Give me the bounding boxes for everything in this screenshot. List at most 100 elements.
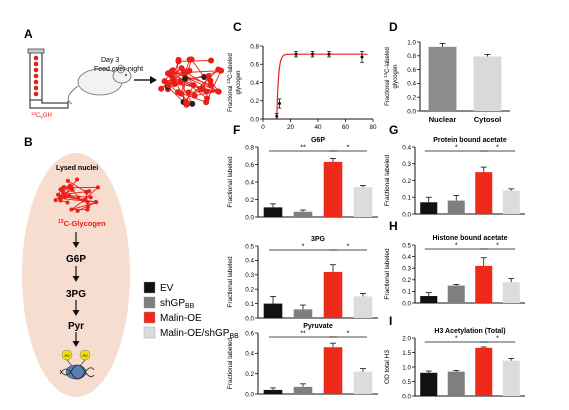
y-tick-label: 0.5 — [402, 242, 411, 249]
y-tick-label: 0.8 — [250, 43, 259, 50]
step-pyr: Pyr — [68, 321, 84, 332]
legend-swatch — [143, 296, 156, 309]
data-point — [327, 52, 331, 56]
panel-a: A 13C6GH Day 3 Feed over-night — [24, 27, 225, 120]
bar — [420, 296, 438, 303]
glycogen-unit — [208, 57, 215, 64]
glycogen-unit — [204, 95, 211, 102]
glycogen-branch — [171, 70, 219, 92]
significance-label: * — [455, 243, 458, 250]
x-category-label: Nuclear — [429, 115, 457, 124]
tube-label: 13C6GH — [31, 111, 52, 120]
significance-label: * — [496, 145, 499, 152]
svg-text:Ac: Ac — [82, 353, 88, 358]
y-axis-label: Fractional 13C-labeled — [226, 53, 234, 112]
glycogen-branch — [183, 69, 219, 103]
glycogen-unit — [203, 88, 210, 95]
data-point — [311, 52, 314, 56]
glycogen-label: 13C-Glycogen — [58, 219, 106, 228]
glycogen-unit — [65, 200, 70, 205]
y-tick-label: 0.0 — [245, 391, 254, 398]
bar — [353, 296, 373, 318]
bar — [263, 303, 283, 318]
y-tick-label: 0.8 — [245, 144, 254, 151]
glycogen-unit — [75, 208, 80, 213]
panel-b-letter: B — [24, 135, 33, 149]
y-tick-label: 0.1 — [402, 195, 411, 202]
glycogen-branch — [171, 70, 208, 99]
legend-swatch — [143, 326, 156, 339]
y-axis-label: Fractional labeled — [227, 156, 234, 208]
panel-a-day: Day 3 — [101, 57, 119, 64]
panel-f-letter: F — [233, 123, 240, 137]
glycogen-unit — [95, 185, 100, 190]
chart-title: 3PG — [311, 236, 326, 243]
y-tick-label: 0.2 — [245, 371, 254, 378]
data-point — [294, 52, 298, 56]
acetyl-group-icon: Ac Ac — [61, 349, 91, 367]
bar — [293, 309, 313, 318]
significance-label: * — [347, 331, 350, 338]
glycogen-unit — [177, 90, 184, 97]
y-tick-label: 0.4 — [402, 254, 411, 261]
bar — [323, 271, 343, 318]
y-tick-label: 0.1 — [245, 301, 254, 308]
y-tick-label: 0.6 — [407, 67, 416, 74]
chart-3pg: 0.0 0.1 0.2 0.3 0.4 0.5 Fractional labeled 3PG *… — [227, 236, 378, 322]
glycogen-unit — [189, 100, 196, 107]
y-tick-label: 1.0 — [407, 39, 416, 46]
y-axis-label: Fractional labeled — [227, 337, 234, 389]
bar — [502, 282, 520, 303]
x-tick-label: 60 — [342, 124, 350, 131]
glycogen-unit — [191, 92, 198, 99]
glycogen-unit — [182, 75, 189, 82]
glycogen-unit — [207, 77, 214, 84]
glycogen-unit — [61, 185, 66, 190]
y-tick-label: 0.0 — [402, 393, 411, 400]
y-tick-label: 0.4 — [245, 351, 254, 358]
bar — [502, 190, 520, 214]
x-tick-label: 40 — [314, 124, 322, 131]
glycogen-unit — [88, 195, 93, 200]
chart-c-glycogen-time: 0.0 0.2 0.4 0.6 0.8 Fractional 13C-labeledgly… — [226, 43, 377, 131]
bar — [293, 211, 313, 217]
y-tick-label: 0.8 — [407, 53, 416, 60]
glycogen-unit — [87, 189, 92, 194]
glycogen-unit — [161, 78, 168, 85]
y-axis-label: Fractional labeled — [384, 248, 391, 300]
bar — [353, 371, 373, 394]
nuclei-header: Lysed nuclei — [56, 165, 98, 172]
chart-title: H3 Acetylation (Total) — [434, 328, 505, 335]
chart-title: Protein bound acetate — [433, 137, 507, 144]
y-tick-label: 0.4 — [407, 81, 416, 88]
mouse-icon — [67, 64, 132, 105]
significance-label: ** — [300, 331, 306, 338]
svg-text:Ac: Ac — [64, 353, 70, 358]
glycogen-unit — [56, 192, 61, 197]
legend-label: shGPBB — [160, 298, 195, 310]
significance-label: ** — [300, 145, 306, 152]
glycogen-unit — [197, 86, 204, 93]
y-tick-label: 0.4 — [245, 258, 254, 265]
bar — [428, 46, 457, 111]
panel-h-letter: H — [389, 219, 398, 233]
glycogen-unit — [58, 195, 63, 200]
glycogen-unit — [165, 82, 172, 89]
glycogen-unit — [186, 56, 193, 63]
glycogen-unit — [65, 178, 70, 183]
x-category-label: Cytosol — [474, 115, 502, 124]
panel-d-letter: D — [389, 20, 398, 34]
y-axis-label: Fractional 13C-labeled — [383, 47, 391, 106]
y-tick-label: 0.0 — [250, 116, 259, 123]
glycogen-unit — [84, 189, 89, 194]
bar — [475, 172, 493, 214]
significance-label: * — [347, 145, 350, 152]
y-tick-label: 0.2 — [402, 277, 411, 284]
glycogen-unit — [177, 79, 184, 86]
legend-label: Malin-OE/shGPBB — [160, 328, 239, 340]
bar — [475, 347, 493, 396]
glycogen-unit — [168, 72, 175, 79]
glycogen-unit — [60, 188, 65, 193]
panel-c-letter: C — [233, 20, 242, 34]
